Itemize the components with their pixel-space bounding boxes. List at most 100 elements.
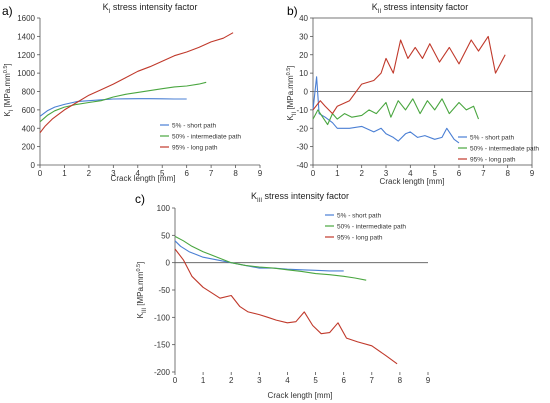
x-tick-label: 6 (341, 376, 346, 385)
series-line (39, 32, 234, 134)
y-tick-label: 20 (299, 51, 308, 60)
y-tick-label: -100 (154, 313, 171, 322)
x-tick-label: 9 (258, 169, 263, 178)
series-line (312, 76, 460, 144)
x-tick-label: 6 (457, 169, 462, 178)
x-tick-label: 7 (481, 169, 486, 178)
x-tick-label: 3 (384, 169, 389, 178)
x-tick-label: 0 (38, 169, 43, 178)
y-tick-label: 0 (304, 88, 309, 97)
legend-label: 95% - long path (337, 234, 383, 241)
x-tick-label: 3 (111, 169, 116, 178)
panel-letter-b: b) (287, 4, 298, 18)
y-tick-label: -20 (296, 124, 308, 133)
chart-title-b: KII stress intensity factor (372, 2, 468, 15)
y-tick-label: 800 (22, 88, 36, 97)
y-tick-label: 400 (22, 124, 36, 133)
x-tick-label: 4 (285, 376, 290, 385)
y-tick-label: 10 (299, 69, 308, 78)
x-tick-label: 7 (209, 169, 214, 178)
y-tick-label: 1600 (17, 14, 35, 23)
panel-letter-c: c) (135, 192, 145, 206)
panel-c: c) KIII stress intensity factor Crack le… (135, 191, 431, 400)
legend-label: 95% - long path (172, 144, 218, 151)
legend-label: 50% - intermediate path (470, 145, 539, 152)
y-tick-label: 30 (299, 32, 308, 41)
series-line (174, 248, 398, 365)
legend-label: 5% - short path (470, 134, 514, 141)
y-axis-label-a: KI [MPa.mm0.5] (3, 63, 15, 116)
axes-a (39, 18, 260, 166)
ticks-b: 0 1 2 3 4 5 6 7 8 9 -40 -30 -20 -10 0 10 20 30 40 (296, 14, 534, 178)
panel-a: a) KI stress intensity factor Crack leng… (2, 2, 263, 183)
y-tick-label: 40 (299, 14, 308, 23)
legend-label: 5% - short path (172, 122, 216, 129)
x-tick-label: 4 (408, 169, 413, 178)
x-tick-label: 8 (505, 169, 510, 178)
x-tick-label: 7 (370, 376, 375, 385)
x-tick-label: 2 (87, 169, 92, 178)
y-tick-label: 1200 (17, 51, 35, 60)
x-tick-label: 0 (311, 169, 316, 178)
series-line (174, 240, 344, 272)
ticks-a: 0 1 2 3 4 5 6 7 8 9 0 200 400 600 800 1000 1200 1400 1600 (17, 14, 263, 178)
legend-label: 50% - intermediate path (337, 223, 406, 230)
legend-a: 5% - short path 50% - intermediate path 95… (160, 122, 241, 151)
legend-c: 5% - short path 50% - intermediate path 95… (325, 212, 406, 241)
chart-title-c: KIII stress intensity factor (251, 191, 349, 204)
y-tick-label: 0 (166, 259, 171, 268)
y-tick-label: -10 (296, 106, 308, 115)
x-tick-label: 9 (530, 169, 535, 178)
x-tick-label: 8 (233, 169, 238, 178)
x-tick-label: 9 (426, 376, 431, 385)
y-tick-label: -150 (154, 341, 171, 350)
y-tick-label: -50 (158, 286, 170, 295)
x-tick-label: 1 (62, 169, 67, 178)
series-line (174, 235, 367, 281)
x-axis-label-c: Crack length [mm] (268, 391, 333, 400)
x-tick-label: 2 (359, 169, 364, 178)
axes-b (312, 17, 533, 166)
x-tick-label: 1 (335, 169, 340, 178)
x-axis-label-a: Crack length [mm] (111, 174, 176, 183)
x-axis-label-b: Crack length [mm] (380, 177, 445, 186)
ticks-c: 0 1 2 3 4 5 6 7 8 9 -200 -150 -100 -50 0 50 100 (154, 204, 431, 385)
series-line (312, 98, 480, 126)
x-tick-label: 1 (201, 376, 206, 385)
x-tick-label: 4 (136, 169, 141, 178)
y-tick-label: 0 (31, 161, 36, 170)
series-line (39, 81, 207, 123)
x-tick-label: 5 (160, 169, 165, 178)
y-axis-label-b: KII [MPa.mm0.5] (286, 65, 298, 120)
legend-b: 5% - short path 50% - intermediate path 95… (458, 134, 539, 163)
y-tick-label: 1400 (17, 32, 35, 41)
plot-area-b (312, 35, 506, 144)
x-tick-label: 2 (229, 376, 234, 385)
x-tick-label: 0 (173, 376, 178, 385)
x-tick-label: 8 (398, 376, 403, 385)
x-tick-label: 6 (184, 169, 189, 178)
legend-label: 95% - long path (470, 156, 516, 163)
y-tick-label: -40 (296, 161, 308, 170)
x-tick-label: 3 (257, 376, 262, 385)
y-axis-label-c: KIII [MPa.mm0.5] (136, 262, 148, 319)
panel-letter-a: a) (2, 4, 13, 18)
x-tick-label: 5 (432, 169, 437, 178)
panel-b: b) KII stress intensity factor Crack len… (286, 2, 539, 186)
axes-c (174, 208, 428, 372)
y-tick-label: -200 (154, 368, 171, 377)
x-tick-label: 5 (313, 376, 318, 385)
plot-area-c (174, 235, 398, 365)
y-tick-label: 50 (161, 231, 170, 240)
y-tick-label: 200 (22, 143, 36, 152)
series-line (312, 35, 506, 115)
chart-title-a: KI stress intensity factor (103, 2, 198, 15)
y-tick-label: 100 (157, 204, 171, 213)
y-tick-label: 600 (22, 106, 36, 115)
legend-label: 50% - intermediate path (172, 133, 241, 140)
y-tick-label: -30 (296, 143, 308, 152)
y-tick-label: 1000 (17, 69, 35, 78)
plot-area-a (39, 32, 234, 134)
legend-label: 5% - short path (337, 212, 381, 219)
